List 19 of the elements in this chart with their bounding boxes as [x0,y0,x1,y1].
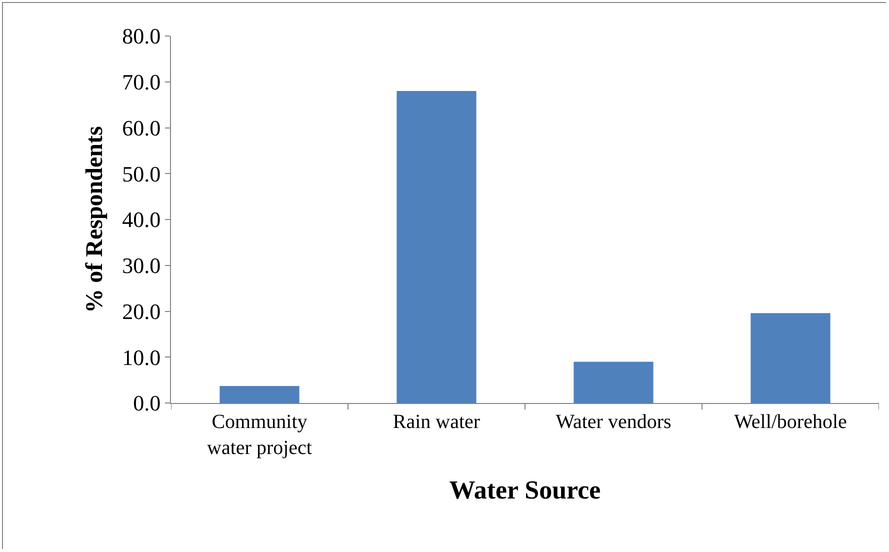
y-tick-label: 60.0 [122,115,161,140]
bar [750,313,830,403]
bar [574,362,654,403]
x-tick-label: Water vendors [556,411,672,433]
y-tick-label: 70.0 [122,70,161,95]
x-tick-label: Rain water [392,411,480,433]
x-tick-label: Community water project [207,411,312,459]
bar [220,386,300,403]
bar [396,91,476,403]
y-tick-label: 0.0 [133,390,161,416]
y-axis-title: % of Respondents [82,126,108,313]
y-tick-label: 10.0 [122,344,161,370]
y-tick-label: 40.0 [122,207,161,232]
y-tick-label: 80.0 [122,24,161,49]
x-axis-title: Water Source [449,476,601,505]
y-tick-label: 20.0 [122,298,161,324]
y-tick-label: 30.0 [122,253,161,278]
x-tick-label: Well/borehole [734,411,848,433]
y-tick-label: 50.0 [122,161,161,186]
